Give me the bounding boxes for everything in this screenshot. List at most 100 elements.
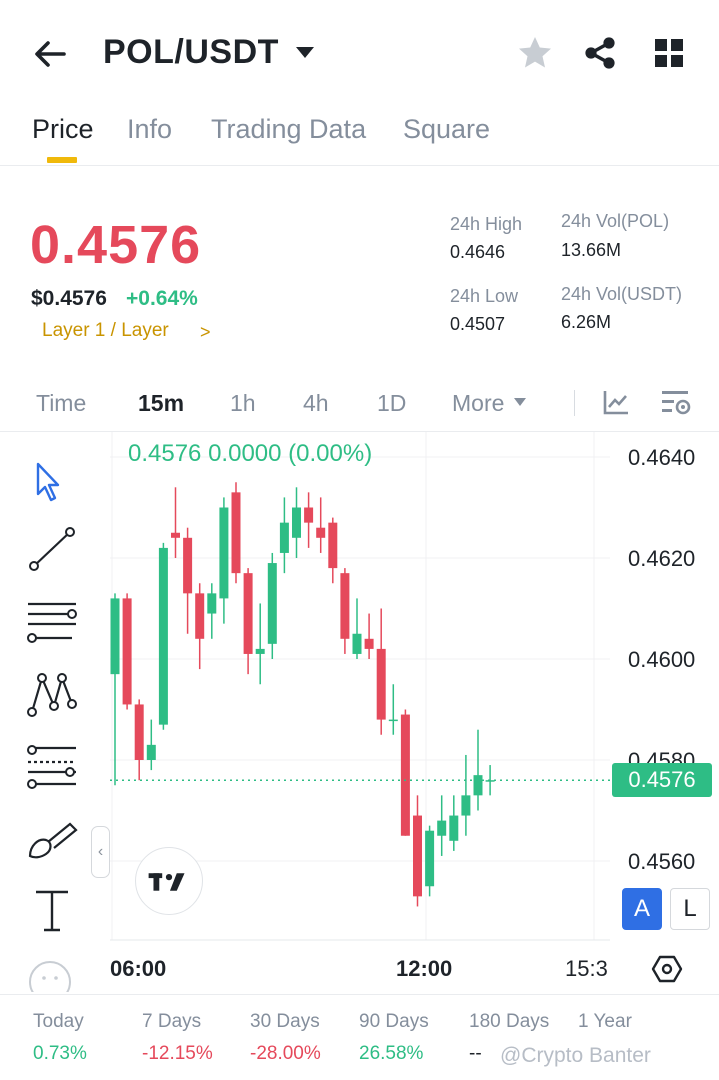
candle-body [183, 537, 193, 594]
time-axis-label: 15:3 [565, 956, 608, 981]
candle-body [255, 648, 265, 654]
performance-value: 26.58% [359, 1043, 424, 1064]
caret-down-icon[interactable] [294, 44, 316, 60]
candle-body [122, 598, 132, 705]
price-axis-label: 0.4640 [628, 445, 696, 470]
tab-price[interactable]: Price [32, 114, 94, 144]
price-axis-label: 0.4620 [628, 546, 696, 571]
hexagon-settings-icon[interactable] [651, 953, 683, 985]
stat-24h-vol-base-value: 13.66M [561, 240, 622, 260]
candle-body [376, 648, 386, 720]
performance-item: 7 Days -12.15% [142, 1011, 213, 1065]
candlestick-chart[interactable] [110, 432, 610, 992]
candle-body [304, 507, 314, 523]
candle-body [267, 563, 277, 644]
performance-label: 1 Year [578, 1011, 632, 1032]
candle-body [364, 638, 374, 649]
candle-body [388, 719, 398, 722]
candle-body [219, 507, 229, 599]
performance-label: 180 Days [469, 1011, 550, 1032]
interval-4h[interactable]: 4h [303, 390, 329, 416]
performance-item: 1 Year [578, 1011, 632, 1043]
stat-24h-high-label: 24h High [450, 214, 523, 234]
price-change-percent: +0.64% [126, 287, 198, 310]
price-axis-label: 0.4560 [628, 849, 696, 874]
time-axis-label: 06:00 [110, 956, 167, 981]
interval-1d[interactable]: 1D [377, 390, 407, 416]
candle-body [328, 522, 338, 569]
active-tab-indicator [47, 157, 77, 163]
auto-scale-button[interactable]: A [622, 888, 662, 930]
performance-item: 30 Days -28.00% [250, 1011, 321, 1065]
candle-body [485, 780, 495, 782]
performance-value: -28.00% [250, 1043, 321, 1064]
cursor-tool-icon[interactable] [24, 456, 80, 512]
tradingview-logo-icon [135, 847, 203, 915]
performance-row: Today 0.73% 7 Days -12.15% 30 Days -28.0… [0, 994, 719, 1080]
stat-24h-high-value: 0.4646 [450, 242, 506, 262]
candle-body [425, 830, 435, 887]
sector-link[interactable]: Layer 1 / Layer [42, 320, 169, 341]
fibonacci-tool-icon[interactable] [24, 738, 80, 794]
candle-body [292, 507, 301, 538]
candle-body [461, 795, 471, 816]
trend-line-tool-icon[interactable] [24, 522, 80, 578]
tab-square[interactable]: Square [403, 114, 491, 144]
star-icon[interactable] [516, 34, 554, 72]
back-arrow-icon[interactable] [30, 34, 70, 74]
candle-body [195, 593, 205, 639]
stat-24h-low-value: 0.4507 [450, 314, 506, 334]
horizontal-lines-tool-icon[interactable] [24, 596, 80, 652]
performance-value: -- [469, 1043, 482, 1064]
last-price: 0.4576 [30, 215, 202, 275]
toolbar-collapse-handle[interactable]: ‹ [91, 826, 110, 878]
interval-more[interactable]: More [452, 390, 505, 416]
candle-body [110, 598, 120, 675]
stat-24h-low-label: 24h Low [450, 286, 519, 306]
interval-1h[interactable]: 1h [230, 390, 256, 416]
indicator-icon[interactable] [602, 388, 630, 416]
emoji-tool-icon[interactable] [24, 952, 80, 992]
candle-body [279, 522, 289, 553]
text-tool-icon[interactable] [24, 882, 80, 938]
performance-label: Today [33, 1011, 84, 1032]
interval-time[interactable]: Time [36, 390, 87, 416]
grid-icon[interactable] [654, 38, 684, 68]
stat-24h-vol-quote-label: 24h Vol(USDT) [561, 284, 683, 304]
pair-title[interactable]: POL/USDT [103, 33, 279, 71]
brush-tool-icon[interactable] [24, 812, 80, 868]
candle-body [134, 704, 144, 760]
performance-label: 7 Days [142, 1011, 202, 1032]
watermark: @Crypto Banter [500, 1044, 651, 1067]
price-usd: $0.4576 [31, 287, 107, 310]
tab-info[interactable]: Info [127, 114, 173, 144]
more-caret-icon[interactable] [513, 397, 527, 407]
candle-body [171, 532, 180, 538]
price-axis-label: 0.4600 [628, 647, 696, 672]
candle-body [243, 573, 253, 654]
share-icon[interactable] [582, 35, 618, 71]
candle-body [400, 714, 410, 836]
performance-value: 0.73% [33, 1043, 87, 1064]
interval-divider [574, 390, 575, 416]
log-scale-button[interactable]: L [670, 888, 710, 930]
performance-label: 90 Days [359, 1011, 429, 1032]
ohlc-readout: 0.4576 0.0000 (0.00%) [128, 440, 373, 467]
tab-trading-data[interactable]: Trading Data [211, 114, 367, 144]
performance-item: Today 0.73% [33, 1011, 87, 1065]
last-price-badge: 0.4576 [612, 763, 712, 797]
performance-label: 30 Days [250, 1011, 320, 1032]
pattern-tool-icon[interactable] [24, 666, 80, 722]
header: POL/USDT [0, 0, 719, 105]
interval-bar: Time 15m 1h 4h 1D More [0, 376, 719, 432]
chevron-right-icon[interactable]: > [200, 322, 211, 342]
candle-body [158, 547, 168, 725]
candle-body [146, 744, 156, 760]
chart-settings-icon[interactable] [660, 388, 692, 418]
stat-24h-vol-base-label: 24h Vol(POL) [561, 211, 670, 231]
time-axis-label: 12:00 [396, 956, 453, 981]
candle-body [231, 492, 241, 574]
performance-item: 90 Days 26.58% [359, 1011, 429, 1065]
candle-body [473, 775, 483, 796]
interval-15m[interactable]: 15m [138, 390, 185, 416]
